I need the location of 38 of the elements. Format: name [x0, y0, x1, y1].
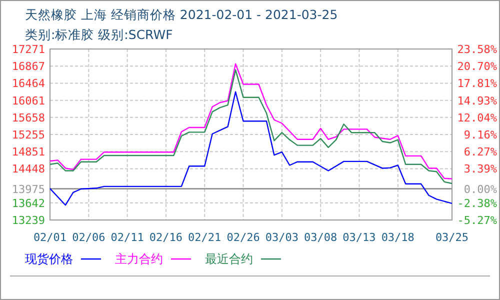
y2-tick-label: -2.38% — [457, 196, 498, 210]
x-tick-label: 03/25 — [435, 231, 469, 244]
y-tick-label: 13642 — [12, 196, 45, 210]
x-tick-label: 02/26 — [226, 231, 260, 244]
x-tick-label: 02/11 — [110, 231, 144, 244]
x-tick-label: 03/13 — [342, 231, 376, 244]
y-tick-label: 14448 — [12, 162, 45, 176]
legend-label: 现货价格 — [25, 252, 73, 266]
y-tick-label: 15255 — [12, 128, 45, 142]
y2-tick-label: 14.93% — [457, 94, 498, 108]
legend-label: 主力合约 — [115, 252, 163, 266]
y2-tick-label: 9.16% — [464, 128, 498, 142]
y2-tick-label: 0.00% — [464, 182, 498, 196]
y-tick-label: 16464 — [12, 77, 46, 90]
y2-tick-label: 20.70% — [457, 60, 498, 74]
y-tick-label: 13975 — [12, 182, 45, 196]
chart-title: 天然橡胶 上海 经销商价格 2021-02-01 - 2021-03-25 — [25, 7, 338, 22]
y-tick-label: 14851 — [12, 146, 45, 159]
y-tick-label: 16061 — [12, 94, 45, 108]
chart-subtitle: 类别:标准胶 级别:SCRWF — [25, 27, 173, 42]
y2-tick-label: 3.39% — [464, 162, 498, 176]
y2-tick-label: -5.27% — [457, 214, 498, 227]
x-tick-label: 03/18 — [381, 231, 414, 244]
y2-tick-label: 12.04% — [457, 111, 498, 124]
x-tick-label: 03/08 — [304, 231, 338, 244]
y-tick-label: 17271 — [12, 43, 45, 56]
y2-tick-label: 23.58% — [457, 43, 498, 56]
y2-tick-label: 17.81% — [457, 77, 498, 90]
y-tick-label: 16867 — [12, 60, 45, 74]
y-tick-label: 15658 — [12, 111, 45, 124]
x-tick-label: 02/06 — [72, 231, 106, 244]
legend-label: 最近合约 — [205, 252, 253, 266]
x-tick-label: 02/21 — [188, 231, 222, 244]
y-tick-label: 13239 — [12, 214, 45, 227]
x-tick-label: 02/16 — [149, 231, 183, 244]
y2-tick-label: 6.27% — [464, 146, 498, 159]
x-tick-label: 03/03 — [265, 231, 298, 244]
x-tick-label: 02/01 — [33, 231, 67, 244]
